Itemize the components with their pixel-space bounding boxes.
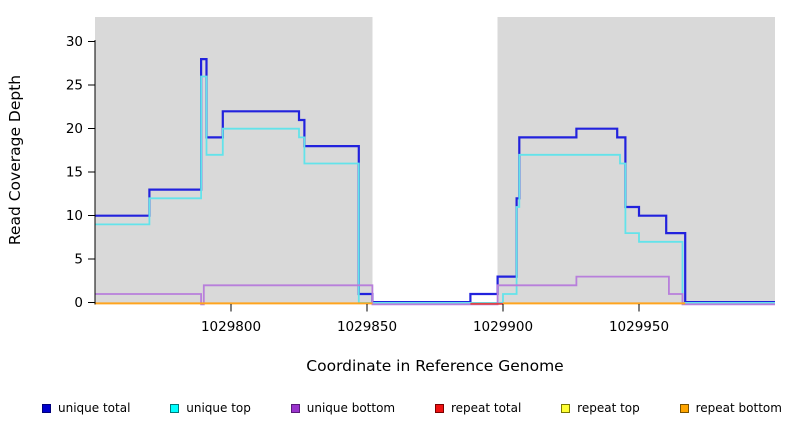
shaded-region-1 — [95, 17, 373, 304]
x-tick-label: 1029900 — [473, 319, 533, 335]
legend-item-unique-total: unique total — [42, 401, 130, 415]
series-unique-top-line — [95, 75, 775, 304]
y-tick-label: 15 — [66, 165, 83, 181]
x-tick-label: 1029800 — [201, 319, 261, 335]
x-tick-label: 1029850 — [337, 319, 397, 335]
legend-label: repeat total — [450, 401, 522, 415]
legend-label: unique top — [186, 401, 251, 415]
legend-label: repeat bottom — [695, 401, 782, 415]
legend-item-repeat-bottom: repeat bottom — [679, 401, 782, 415]
legend-swatch-icon — [561, 403, 571, 413]
series-unique-total-line — [95, 58, 775, 304]
y-tick-label: 5 — [74, 252, 83, 268]
y-tick-label: 0 — [74, 295, 83, 311]
legend-swatch-icon — [434, 403, 444, 413]
legend-item-unique-top: unique top — [170, 401, 251, 415]
y-axis-title: Read Coverage Depth — [6, 75, 24, 245]
y-tick-label: 25 — [66, 78, 83, 94]
legend-swatch-icon — [290, 403, 300, 413]
legend-item-unique-bottom: unique bottom — [290, 401, 396, 415]
axes: 0 5 10 15 20 25 30 1029800 1029850 1029900 1029950 — [66, 34, 669, 335]
coverage-plot: 0 5 10 15 20 25 30 1029800 1029850 1029900 1029950… — [6, 17, 775, 375]
legend-item-repeat-total: repeat total — [434, 401, 522, 415]
shaded-regions — [95, 17, 775, 304]
legend: unique total unique top unique bottom repea… — [42, 397, 782, 419]
legend-label: repeat top — [577, 401, 640, 415]
x-axis-title: Coordinate in Reference Genome — [306, 357, 563, 375]
y-tick-label: 30 — [66, 34, 83, 50]
legend-item-repeat-top: repeat top — [561, 401, 640, 415]
x-tick-label: 1029950 — [609, 319, 669, 335]
legend-swatch-icon — [42, 403, 51, 413]
legend-swatch-icon — [679, 403, 689, 413]
coverage-series — [95, 58, 775, 306]
legend-label: unique bottom — [306, 401, 396, 415]
y-tick-label: 20 — [66, 121, 83, 137]
legend-label: unique total — [58, 401, 131, 415]
legend-swatch-icon — [170, 403, 180, 413]
y-tick-label: 10 — [66, 208, 83, 224]
shaded-region-2 — [497, 17, 775, 304]
